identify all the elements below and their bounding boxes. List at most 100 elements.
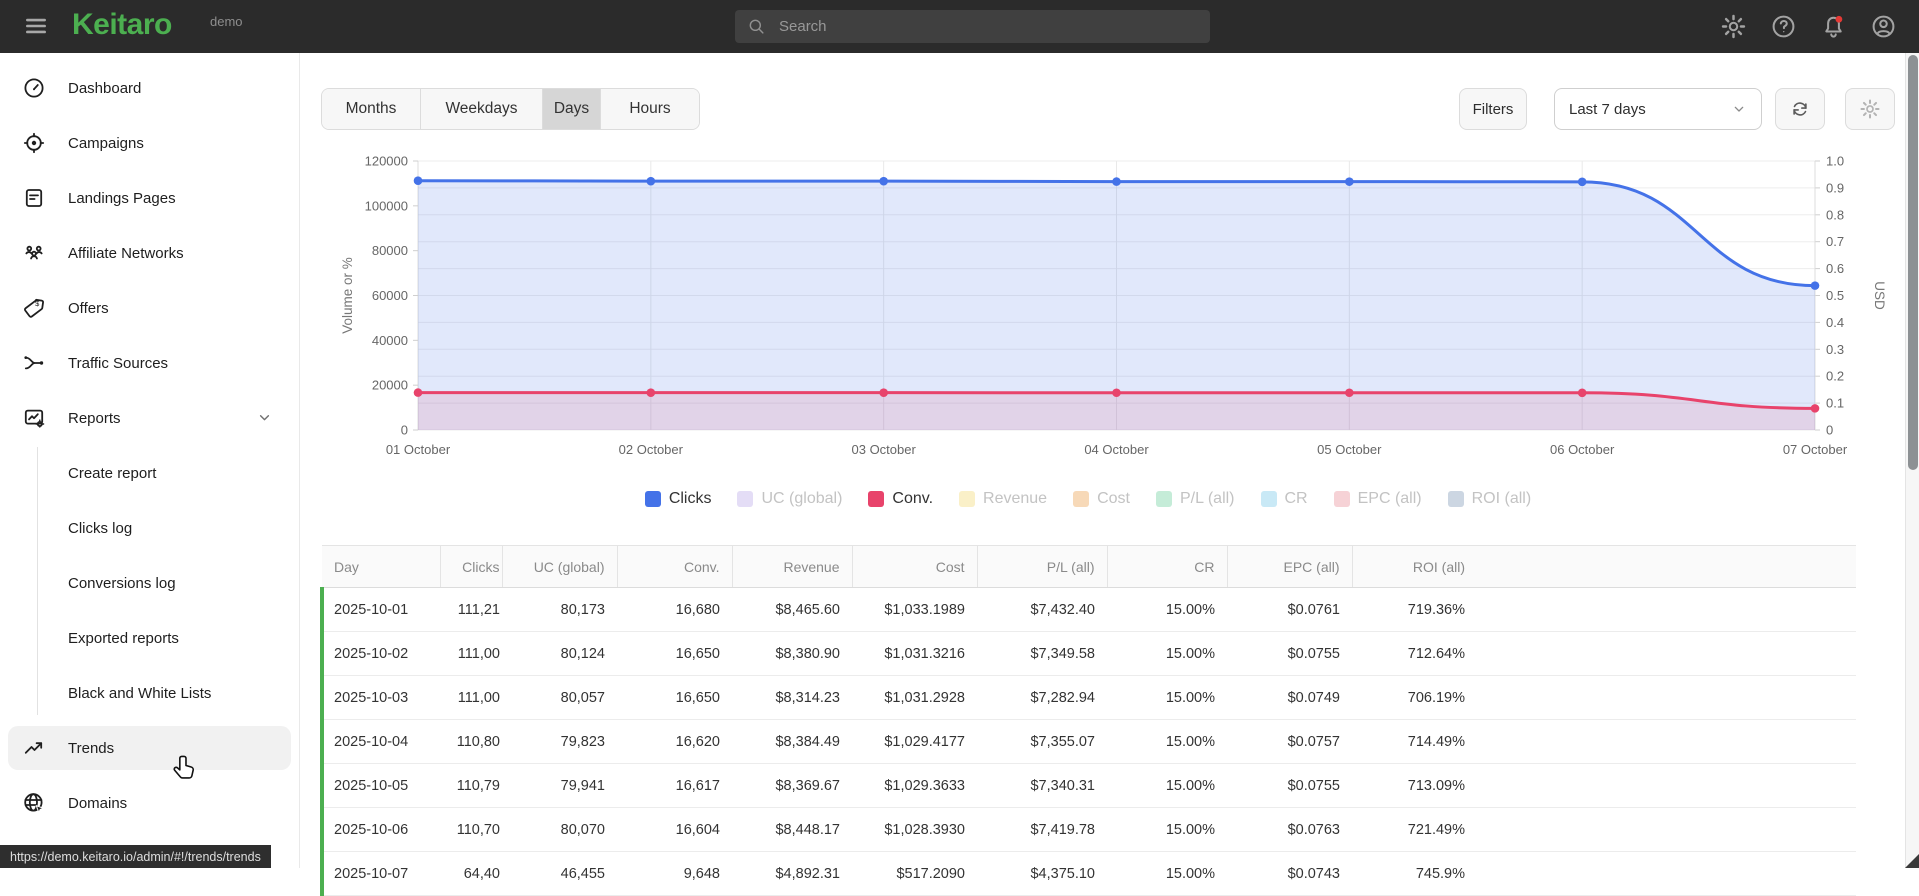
sidebar-item-campaigns[interactable]: Campaigns <box>8 121 291 165</box>
legend-item-roi-all-[interactable]: ROI (all) <box>1447 490 1532 508</box>
sidebar-subitem-create-report[interactable]: Create report <box>8 451 291 495</box>
cell-day: 2025-10-06 <box>320 807 440 852</box>
env-label: demo <box>210 14 243 29</box>
legend-item-conv-[interactable]: Conv. <box>868 490 933 508</box>
scrollbar-track[interactable] <box>1905 53 1919 868</box>
cell-conv-: 16,650 <box>617 631 732 676</box>
legend-label: Cost <box>1097 490 1130 507</box>
trends-chart: 0 0.1 0.2 0.3 0.4 0.5 0.6 0.7 0.8 0.9 1.0 0 20000 400… <box>330 146 1890 481</box>
legend-item-revenue[interactable]: Revenue <box>959 490 1047 508</box>
legend-item-cost[interactable]: Cost <box>1073 490 1130 508</box>
cell-clicks: 110,80 <box>440 719 502 764</box>
svg-text:0.7: 0.7 <box>1826 234 1844 249</box>
scrollbar-thumb[interactable] <box>1908 55 1918 470</box>
legend-swatch <box>1073 491 1090 507</box>
column-header-filler <box>1477 545 1856 588</box>
sidebar-item-landings-pages[interactable]: Landings Pages <box>8 176 291 220</box>
refresh-button[interactable] <box>1775 88 1825 130</box>
legend-item-p-l-all-[interactable]: P/L (all) <box>1155 490 1235 508</box>
legend-item-cr[interactable]: CR <box>1260 490 1308 508</box>
sidebar-item-reports[interactable]: Reports <box>8 396 291 440</box>
cell-roi-all-: 721.49% <box>1352 807 1477 852</box>
cell-cr: 15.00% <box>1107 675 1227 720</box>
svg-text:0.8: 0.8 <box>1826 207 1844 222</box>
cell-uc-global-: 80,070 <box>502 807 617 852</box>
cell-clicks: 110,79 <box>440 763 502 808</box>
date-range-select[interactable]: Last 7 days <box>1554 88 1762 130</box>
sidebar-item-trends[interactable]: Trends <box>8 726 291 770</box>
cell-filler <box>1477 807 1856 852</box>
notifications-icon[interactable] <box>1820 13 1847 40</box>
column-header-epc-all-: EPC (all) <box>1227 545 1353 588</box>
table-row[interactable]: 2025-10-04 110,80 79,823 16,620 $8,384.49 $1,… <box>320 719 1856 764</box>
campaigns-icon <box>22 131 46 155</box>
cell-filler <box>1477 587 1856 632</box>
table-row-partial[interactable]: 2025-10-07 64,40 46,455 9,648 $4,892.31 $517.… <box>320 851 1856 896</box>
sidebar-subitem-conversions-log[interactable]: Conversions log <box>8 561 291 605</box>
sidebar-item-label: Affiliate Networks <box>68 244 184 262</box>
tab-weekdays[interactable]: Weekdays <box>421 89 543 129</box>
page-corner-triangle <box>1905 854 1919 868</box>
cell-epc-all-: $0.0749 <box>1227 675 1352 720</box>
app-logo[interactable]: Keitaro <box>72 8 172 41</box>
cell-epc-all-: $0.0757 <box>1227 719 1352 764</box>
sidebar-item-dashboard[interactable]: Dashboard <box>8 66 291 110</box>
cell-uc-global-: 79,823 <box>502 719 617 764</box>
sidebar-subitem-clicks-log[interactable]: Clicks log <box>8 506 291 550</box>
cell-day: 2025-10-04 <box>320 719 440 764</box>
cell-cost: $1,028.3930 <box>852 807 977 852</box>
table-row[interactable]: 2025-10-02 111,00 80,124 16,650 $8,380.90 $1,… <box>320 631 1856 676</box>
sidebar-item-domains[interactable]: Domains <box>8 781 291 825</box>
cell-conv-: 16,650 <box>617 675 732 720</box>
table-row[interactable]: 2025-10-05 110,79 79,941 16,617 $8,369.67 $1,… <box>320 763 1856 808</box>
legend-item-clicks[interactable]: Clicks <box>644 490 711 508</box>
cell-p-l-all-: $7,355.07 <box>977 719 1107 764</box>
table-row[interactable]: 2025-10-01 111,21 80,173 16,680 $8,465.60 $1,… <box>320 587 1856 632</box>
cell-day: 2025-10-01 <box>320 587 440 632</box>
sidebar-item-traffic-sources[interactable]: Traffic Sources <box>8 341 291 385</box>
cell-cr: 15.00% <box>1107 807 1227 852</box>
sidebar-subitem-black-and-white-lists[interactable]: Black and White Lists <box>8 671 291 715</box>
cell-roi-all-: 712.64% <box>1352 631 1477 676</box>
svg-text:Volume or %: Volume or % <box>340 257 355 334</box>
account-icon[interactable] <box>1870 13 1897 40</box>
cell-conv-: 16,604 <box>617 807 732 852</box>
legend-swatch <box>1447 491 1464 507</box>
tab-months[interactable]: Months <box>322 89 421 129</box>
cell-roi-all-: 713.09% <box>1352 763 1477 808</box>
cell-revenue: $4,892.31 <box>732 851 852 896</box>
legend-label: Revenue <box>983 490 1048 507</box>
tab-days[interactable]: Days <box>543 89 601 129</box>
hamburger-menu-icon[interactable] <box>22 13 50 39</box>
cell-roi-all-: 745.9% <box>1352 851 1477 896</box>
svg-text:USD: USD <box>1872 281 1887 310</box>
legend-label: ROI (all) <box>1471 490 1532 507</box>
cell-cost: $1,033.1989 <box>852 587 977 632</box>
sidebar-item-label: Traffic Sources <box>68 354 169 372</box>
help-icon[interactable] <box>1770 13 1797 40</box>
legend-item-epc-all-[interactable]: EPC (all) <box>1333 490 1422 508</box>
cell-revenue: $8,448.17 <box>732 807 852 852</box>
chart-legend: Clicks UC (global) Conv. Revenue Cost P/… <box>320 490 1856 508</box>
table-row[interactable]: 2025-10-06 110,70 80,070 16,604 $8,448.17 $1,… <box>320 807 1856 852</box>
search-box[interactable] <box>735 10 1210 43</box>
sidebar-item-affiliate-networks[interactable]: Affiliate Networks <box>8 231 291 275</box>
cell-day: 2025-10-03 <box>320 675 440 720</box>
legend-swatch <box>1155 491 1172 507</box>
table-row[interactable]: 2025-10-03 111,00 80,057 16,650 $8,314.23 $1,… <box>320 675 1856 720</box>
cell-filler <box>1477 631 1856 676</box>
legend-item-uc-global-[interactable]: UC (global) <box>737 490 842 508</box>
settings-icon[interactable] <box>1720 13 1747 40</box>
cell-roi-all-: 706.19% <box>1352 675 1477 720</box>
cell-p-l-all-: $7,432.40 <box>977 587 1107 632</box>
chart-settings-button[interactable] <box>1845 88 1895 130</box>
column-header-conv-: Conv. <box>617 545 733 588</box>
cell-cr: 15.00% <box>1107 719 1227 764</box>
search-input[interactable] <box>777 17 1198 36</box>
sidebar-item-offers[interactable]: $ Offers <box>8 286 291 330</box>
sidebar-subitem-exported-reports[interactable]: Exported reports <box>8 616 291 660</box>
filters-button[interactable]: Filters <box>1459 88 1527 130</box>
legend-swatch <box>959 491 976 507</box>
tab-hours[interactable]: Hours <box>601 89 699 129</box>
main-content: Months Weekdays Days Hours Filters Last 7 d… <box>300 53 1905 896</box>
